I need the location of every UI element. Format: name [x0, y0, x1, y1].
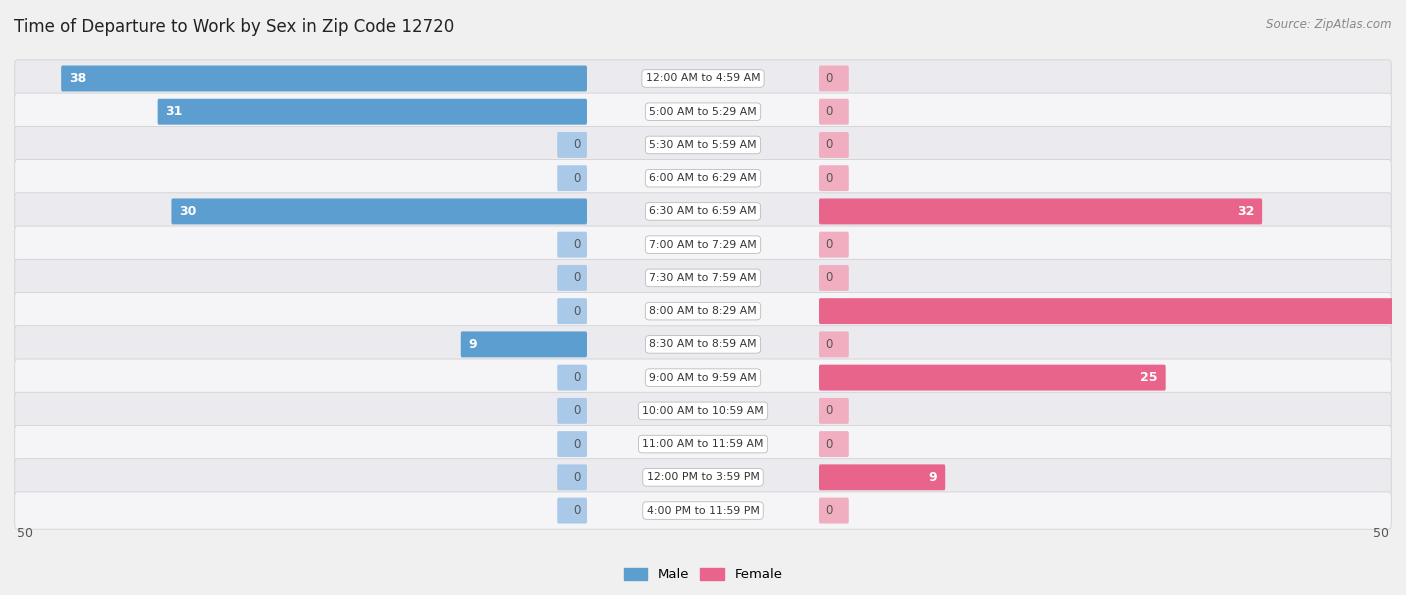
Text: 12:00 PM to 3:59 PM: 12:00 PM to 3:59 PM — [647, 472, 759, 483]
FancyBboxPatch shape — [557, 431, 586, 457]
FancyBboxPatch shape — [820, 165, 849, 191]
Text: 6:00 AM to 6:29 AM: 6:00 AM to 6:29 AM — [650, 173, 756, 183]
Text: 9: 9 — [468, 338, 478, 351]
Text: 7:00 AM to 7:29 AM: 7:00 AM to 7:29 AM — [650, 240, 756, 250]
Text: Source: ZipAtlas.com: Source: ZipAtlas.com — [1267, 18, 1392, 31]
FancyBboxPatch shape — [14, 492, 1392, 529]
FancyBboxPatch shape — [820, 298, 1406, 324]
FancyBboxPatch shape — [557, 464, 586, 490]
FancyBboxPatch shape — [820, 132, 849, 158]
Text: 0: 0 — [825, 338, 832, 351]
FancyBboxPatch shape — [14, 293, 1392, 330]
FancyBboxPatch shape — [820, 331, 849, 358]
Text: 0: 0 — [574, 238, 581, 251]
FancyBboxPatch shape — [820, 65, 849, 92]
Text: 0: 0 — [825, 172, 832, 184]
Text: 38: 38 — [69, 72, 86, 85]
FancyBboxPatch shape — [820, 497, 849, 524]
Legend: Male, Female: Male, Female — [619, 563, 787, 587]
Text: 0: 0 — [574, 471, 581, 484]
FancyBboxPatch shape — [62, 65, 586, 92]
FancyBboxPatch shape — [820, 431, 849, 457]
Text: 11:00 AM to 11:59 AM: 11:00 AM to 11:59 AM — [643, 439, 763, 449]
FancyBboxPatch shape — [557, 165, 586, 191]
FancyBboxPatch shape — [557, 265, 586, 291]
FancyBboxPatch shape — [14, 60, 1392, 97]
Text: 32: 32 — [1237, 205, 1254, 218]
FancyBboxPatch shape — [557, 365, 586, 390]
Text: 7:30 AM to 7:59 AM: 7:30 AM to 7:59 AM — [650, 273, 756, 283]
Text: 9:00 AM to 9:59 AM: 9:00 AM to 9:59 AM — [650, 372, 756, 383]
Text: 0: 0 — [825, 105, 832, 118]
Text: 0: 0 — [825, 238, 832, 251]
Text: 0: 0 — [574, 271, 581, 284]
FancyBboxPatch shape — [172, 199, 586, 224]
Text: 8:30 AM to 8:59 AM: 8:30 AM to 8:59 AM — [650, 339, 756, 349]
FancyBboxPatch shape — [14, 259, 1392, 296]
Text: 0: 0 — [574, 139, 581, 152]
FancyBboxPatch shape — [14, 93, 1392, 130]
FancyBboxPatch shape — [461, 331, 586, 358]
FancyBboxPatch shape — [557, 298, 586, 324]
FancyBboxPatch shape — [820, 265, 849, 291]
FancyBboxPatch shape — [557, 398, 586, 424]
FancyBboxPatch shape — [14, 359, 1392, 396]
Text: 10:00 AM to 10:59 AM: 10:00 AM to 10:59 AM — [643, 406, 763, 416]
FancyBboxPatch shape — [820, 464, 945, 490]
Text: 0: 0 — [574, 172, 581, 184]
Text: 0: 0 — [825, 271, 832, 284]
Text: 0: 0 — [825, 437, 832, 450]
Text: 0: 0 — [825, 504, 832, 517]
FancyBboxPatch shape — [557, 231, 586, 258]
FancyBboxPatch shape — [14, 193, 1392, 230]
FancyBboxPatch shape — [557, 497, 586, 524]
Text: 6:30 AM to 6:59 AM: 6:30 AM to 6:59 AM — [650, 206, 756, 217]
Text: 5:30 AM to 5:59 AM: 5:30 AM to 5:59 AM — [650, 140, 756, 150]
Text: 50: 50 — [17, 527, 32, 540]
FancyBboxPatch shape — [820, 199, 1263, 224]
FancyBboxPatch shape — [157, 99, 586, 125]
Text: 50: 50 — [1374, 527, 1389, 540]
Text: 12:00 AM to 4:59 AM: 12:00 AM to 4:59 AM — [645, 73, 761, 83]
FancyBboxPatch shape — [820, 231, 849, 258]
Text: 30: 30 — [180, 205, 197, 218]
FancyBboxPatch shape — [14, 126, 1392, 164]
Text: 9: 9 — [928, 471, 938, 484]
FancyBboxPatch shape — [820, 365, 1166, 390]
FancyBboxPatch shape — [14, 326, 1392, 363]
Text: 25: 25 — [1140, 371, 1157, 384]
FancyBboxPatch shape — [14, 392, 1392, 430]
Text: 0: 0 — [574, 504, 581, 517]
Text: 0: 0 — [574, 437, 581, 450]
FancyBboxPatch shape — [14, 425, 1392, 463]
FancyBboxPatch shape — [14, 159, 1392, 197]
Text: 8:00 AM to 8:29 AM: 8:00 AM to 8:29 AM — [650, 306, 756, 316]
Text: 0: 0 — [825, 405, 832, 417]
Text: 0: 0 — [574, 371, 581, 384]
Text: 4:00 PM to 11:59 PM: 4:00 PM to 11:59 PM — [647, 506, 759, 516]
Text: 0: 0 — [574, 405, 581, 417]
FancyBboxPatch shape — [14, 226, 1392, 263]
Text: 31: 31 — [166, 105, 183, 118]
FancyBboxPatch shape — [14, 459, 1392, 496]
FancyBboxPatch shape — [820, 398, 849, 424]
Text: 5:00 AM to 5:29 AM: 5:00 AM to 5:29 AM — [650, 107, 756, 117]
Text: Time of Departure to Work by Sex in Zip Code 12720: Time of Departure to Work by Sex in Zip … — [14, 18, 454, 36]
Text: 0: 0 — [825, 139, 832, 152]
FancyBboxPatch shape — [557, 132, 586, 158]
Text: 0: 0 — [574, 305, 581, 318]
FancyBboxPatch shape — [820, 99, 849, 125]
Text: 0: 0 — [825, 72, 832, 85]
